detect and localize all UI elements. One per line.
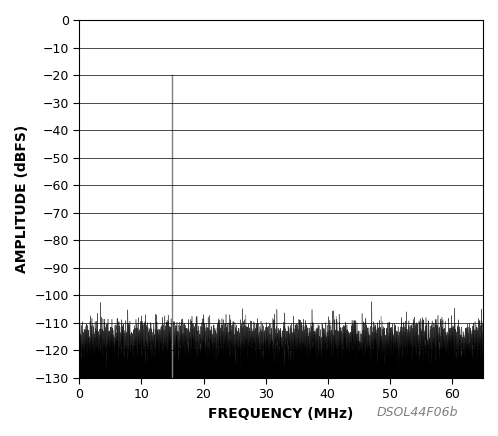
Text: DSOL44F06b: DSOL44F06b (376, 405, 458, 419)
X-axis label: FREQUENCY (MHz): FREQUENCY (MHz) (209, 407, 354, 421)
Y-axis label: AMPLITUDE (dBFS): AMPLITUDE (dBFS) (15, 125, 29, 273)
